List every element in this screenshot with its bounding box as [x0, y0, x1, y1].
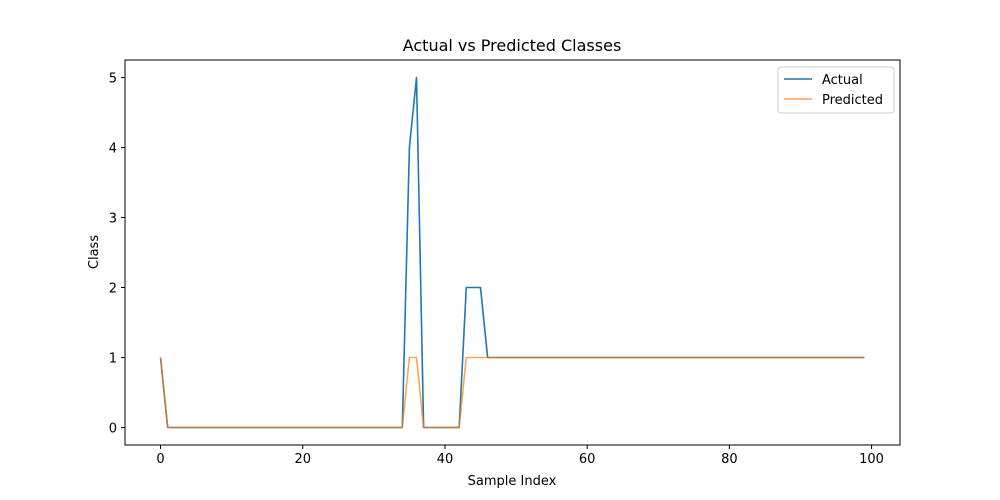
y-tick-label: 3	[109, 212, 117, 227]
y-tick-label: 4	[109, 142, 117, 157]
legend: Actual Predicted	[777, 66, 895, 114]
legend-label-actual: Actual	[822, 73, 863, 88]
x-tick-label: 0	[156, 452, 164, 467]
x-axis-label: Sample Index	[468, 474, 557, 489]
x-tick-label: 40	[437, 452, 454, 467]
x-tick-label: 60	[579, 452, 596, 467]
x-axis-ticks: 0 20 40 60 80 100	[156, 445, 884, 467]
series-line-actual	[159, 76, 865, 429]
chart-title: Actual vs Predicted Classes	[403, 36, 622, 55]
y-tick-label: 2	[109, 282, 117, 297]
x-tick-label: 20	[294, 452, 311, 467]
axes-frame	[124, 59, 901, 446]
legend-label-predicted: Predicted	[822, 93, 883, 108]
y-tick-label: 1	[109, 352, 117, 367]
y-axis-label: Class	[87, 235, 102, 269]
plot-area	[159, 76, 865, 429]
y-tick-label: 5	[109, 72, 117, 87]
y-tick-label: 0	[109, 422, 117, 437]
y-axis-ticks: 0 1 2 3 4 5	[109, 72, 125, 437]
x-tick-label: 100	[859, 452, 884, 467]
series-line-predicted	[159, 356, 865, 429]
x-tick-label: 80	[721, 452, 738, 467]
